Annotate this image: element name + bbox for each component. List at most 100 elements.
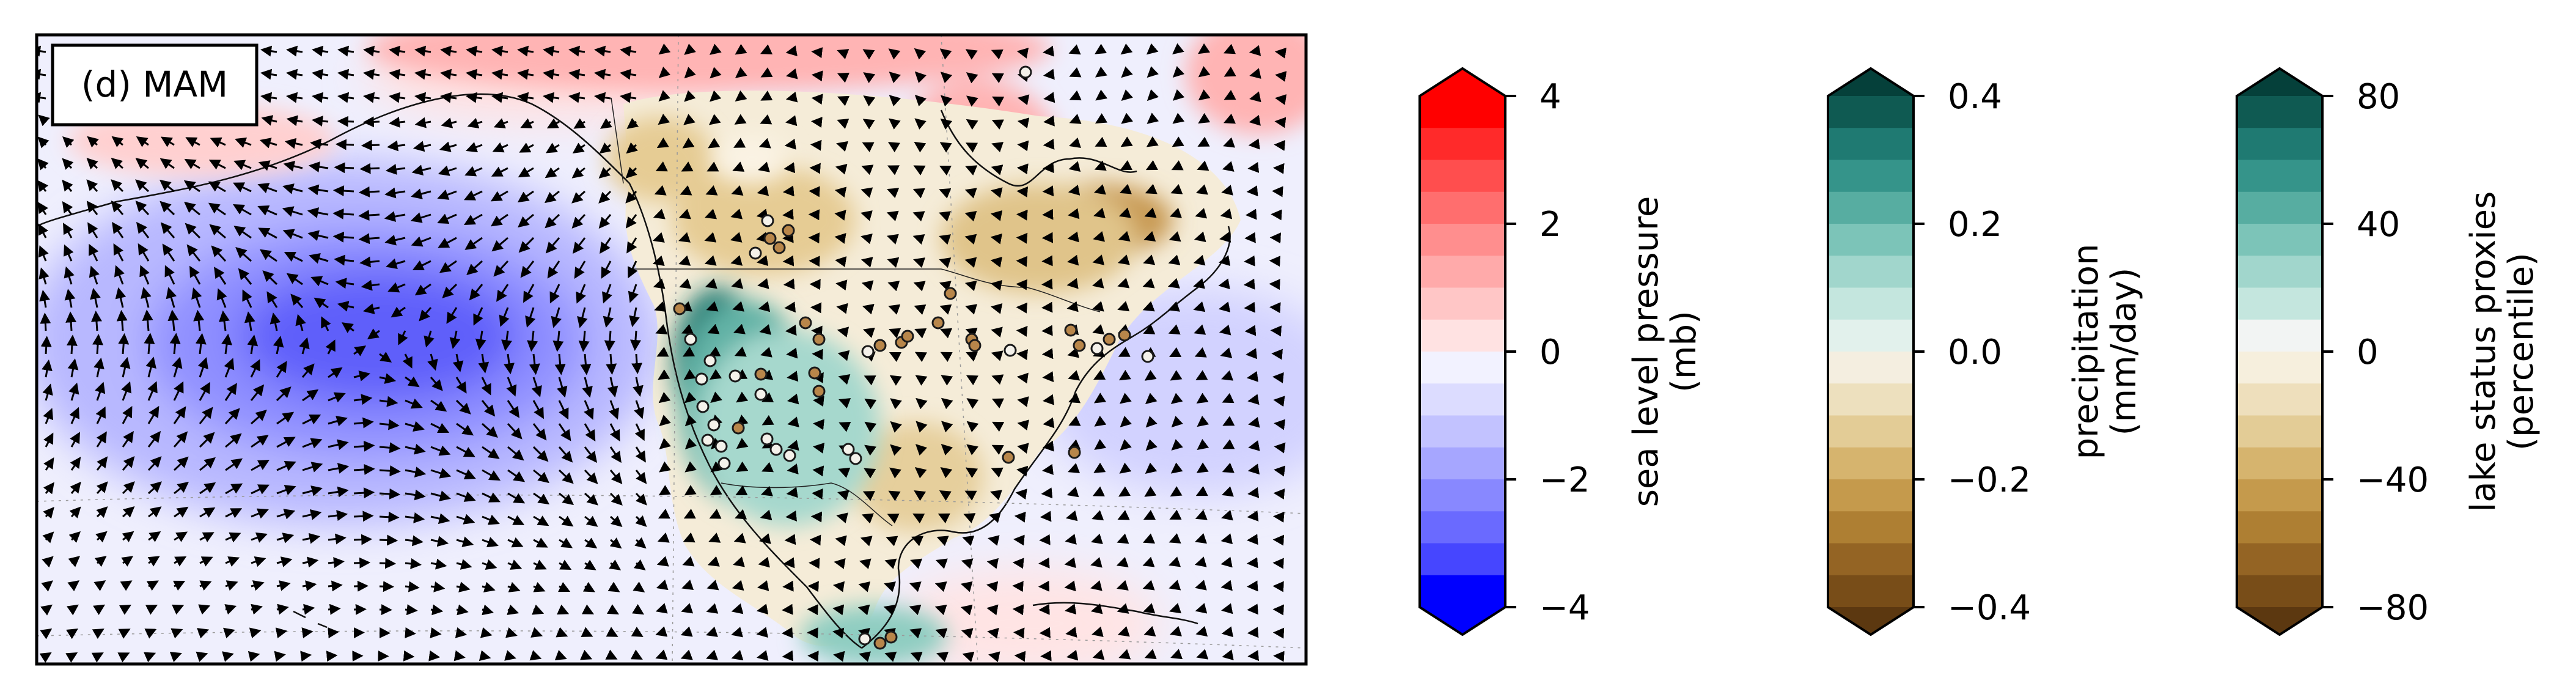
wind-vector	[916, 397, 928, 410]
wind-vector	[1066, 486, 1079, 498]
wind-vector	[635, 470, 647, 484]
wind-vector	[607, 377, 618, 398]
wind-vector	[384, 187, 406, 199]
wind-vector	[1116, 556, 1129, 567]
wind-vector	[309, 253, 329, 264]
lake-site-dry	[901, 330, 914, 343]
colorbar-segment	[1420, 287, 1505, 320]
wind-vector	[1195, 625, 1208, 637]
wind-vector	[684, 415, 697, 427]
wind-vector	[545, 237, 560, 254]
wind-vector	[520, 260, 535, 278]
wind-vector	[557, 377, 568, 398]
wind-vector	[286, 92, 303, 103]
wind-vector	[625, 214, 637, 229]
wind-vector	[1172, 136, 1184, 147]
wind-vector	[456, 559, 472, 570]
wind-vector	[284, 251, 303, 262]
wind-vector	[1017, 419, 1029, 431]
wind-vector	[1195, 184, 1208, 195]
wind-vector	[809, 186, 820, 197]
wind-vector	[706, 649, 719, 660]
wind-vector	[678, 208, 691, 219]
lake-site-wet	[696, 400, 710, 413]
colorbar-tick-label: 4	[1539, 77, 1561, 117]
wind-vector	[430, 627, 442, 638]
wind-vector	[452, 353, 464, 372]
wind-vector	[581, 627, 593, 637]
wind-vector	[147, 456, 162, 471]
wind-vector	[911, 536, 924, 547]
wind-vector	[886, 234, 899, 245]
wind-vector	[811, 70, 823, 82]
wind-vector	[760, 485, 773, 496]
colorbar-tick-label: 2	[1539, 205, 1561, 245]
wind-vector	[353, 440, 375, 452]
wind-vector	[1218, 278, 1230, 290]
wind-vector	[683, 532, 695, 543]
wind-vector	[257, 183, 277, 193]
wind-vector	[251, 410, 267, 425]
wind-vector	[654, 301, 667, 312]
wind-vector	[119, 356, 131, 378]
wind-vector	[940, 467, 953, 479]
wind-vector	[1120, 43, 1133, 55]
wind-vector	[286, 68, 303, 80]
wind-vector	[361, 139, 380, 151]
colorbar-tick-label: 0	[2357, 333, 2379, 372]
wind-vector	[219, 310, 230, 331]
wind-vector	[1092, 626, 1104, 637]
wind-vector	[834, 210, 846, 221]
wind-vector	[328, 557, 345, 568]
wind-vector	[991, 326, 1003, 338]
wind-vector	[1194, 556, 1207, 567]
wind-vector	[939, 304, 952, 315]
wind-vector	[757, 185, 769, 196]
wind-vector	[634, 537, 647, 549]
colorbar-segment	[2237, 479, 2322, 512]
wind-vector	[473, 307, 483, 326]
wind-vector	[1171, 160, 1184, 171]
colorbar-segment	[1828, 575, 1914, 608]
lake-site-dry	[968, 339, 982, 352]
wind-vector	[122, 531, 134, 542]
wind-vector	[652, 232, 665, 243]
wind-vector	[574, 260, 586, 279]
wind-vector	[302, 485, 323, 496]
wind-vector	[910, 651, 923, 662]
wind-vector	[259, 138, 277, 149]
wind-vector	[456, 604, 469, 616]
wind-vector	[653, 208, 666, 219]
wind-vector	[284, 138, 303, 149]
wind-vector	[379, 373, 397, 384]
colorbar-segment	[2237, 447, 2322, 480]
wind-vector	[166, 287, 177, 308]
wind-vector	[199, 432, 215, 448]
wind-vector	[174, 531, 188, 542]
wind-vector	[379, 465, 401, 477]
wind-vector	[965, 304, 978, 315]
wind-vector	[1270, 325, 1282, 337]
colorbar-segment	[1828, 352, 1914, 384]
wind-vector	[682, 346, 695, 357]
wind-vector	[1092, 324, 1105, 335]
wind-vector	[991, 467, 1004, 478]
wind-vector	[111, 136, 124, 147]
wind-vector	[1145, 183, 1158, 194]
wind-vector	[1274, 442, 1286, 454]
wind-vector	[1143, 509, 1156, 520]
wind-vector	[757, 580, 769, 591]
wind-vector	[991, 119, 1004, 130]
wind-vector	[572, 142, 585, 154]
wind-vector	[1094, 160, 1107, 171]
wind-vector	[282, 183, 303, 194]
wind-vector	[620, 92, 637, 103]
wind-vector	[1017, 140, 1029, 152]
lake-site-dry	[1064, 323, 1077, 337]
wind-vector	[658, 66, 671, 78]
wind-vector	[1121, 112, 1134, 124]
wind-vector	[160, 136, 175, 147]
wind-vector	[41, 580, 53, 592]
wind-vector	[235, 137, 252, 148]
colorbar-segment	[1420, 479, 1505, 512]
